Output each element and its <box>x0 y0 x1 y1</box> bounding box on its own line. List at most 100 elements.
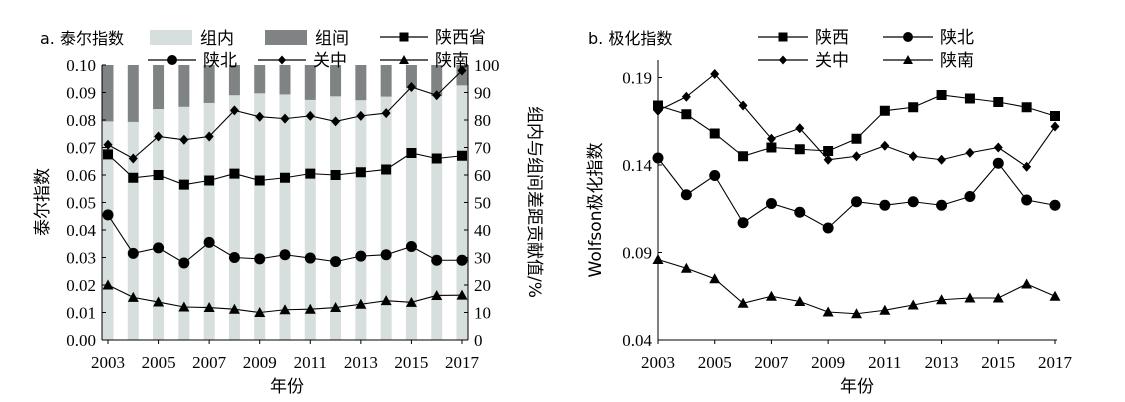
panel-a-title: a. 泰尔指数 <box>40 29 124 48</box>
panel-a: a. 泰尔指数 0.00 0.01 0.02 0.03 0.04 0.05 0.06 0.07… <box>33 28 544 397</box>
data-point <box>153 170 164 180</box>
bar-within <box>228 95 240 340</box>
bar-between <box>254 65 266 94</box>
legend-label: 陕西 <box>815 28 849 48</box>
y-tick-label: 0.10 <box>66 56 96 75</box>
data-point <box>330 256 342 268</box>
y-tick-label: 0.09 <box>622 244 652 263</box>
y-tick-label: 0.14 <box>622 156 652 175</box>
bar-between <box>330 65 342 97</box>
legend-label: 陕南 <box>435 51 469 71</box>
data-point <box>304 252 316 264</box>
y-tick-label: 0.07 <box>66 139 96 158</box>
data-point <box>766 133 776 144</box>
bar-between <box>380 65 392 97</box>
data-point <box>381 164 392 175</box>
bar-between <box>405 65 417 89</box>
bar-within <box>405 88 417 340</box>
panel-a-y2-ticks: 0 10 20 30 40 50 60 70 80 90 100 <box>464 56 500 350</box>
data-point <box>879 304 891 315</box>
data-point <box>305 168 316 179</box>
x-tick-label: 2005 <box>698 353 732 372</box>
data-point <box>1021 102 1032 113</box>
data-point <box>380 249 392 261</box>
bar-between <box>127 65 139 122</box>
data-point <box>457 150 467 161</box>
y2-tick-label: 30 <box>474 249 491 268</box>
data-point <box>304 303 316 314</box>
data-point <box>993 97 1004 107</box>
data-point <box>279 249 291 261</box>
bar-within <box>127 121 139 340</box>
data-point <box>851 196 862 208</box>
data-point <box>330 302 342 313</box>
data-point <box>936 294 948 305</box>
panel-b-title: b. 极化指数 <box>588 29 672 48</box>
data-point <box>254 175 265 186</box>
y-tick-label: 0.19 <box>622 69 652 88</box>
y-tick-label: 0.01 <box>66 304 96 323</box>
data-point <box>766 142 777 153</box>
data-point <box>203 302 215 313</box>
legend-marker <box>903 55 913 65</box>
panel-a-x-label: 年份 <box>270 377 304 397</box>
legend-marker <box>778 55 788 65</box>
x-tick-label: 2003 <box>91 353 125 372</box>
data-point <box>737 217 749 229</box>
data-point <box>851 308 862 319</box>
panel-b-x-label: 年份 <box>840 377 874 397</box>
data-point <box>937 154 947 165</box>
data-point <box>128 172 139 183</box>
data-point <box>1021 194 1033 206</box>
legend-marker <box>277 55 287 65</box>
data-point <box>381 108 391 119</box>
data-point <box>936 199 948 211</box>
panel-b-lines <box>652 69 1061 319</box>
x-tick-label: 2017 <box>1038 353 1073 372</box>
data-point <box>330 170 341 180</box>
data-point <box>795 123 805 134</box>
data-point <box>879 199 891 211</box>
data-point <box>405 296 417 307</box>
data-point <box>852 151 861 162</box>
data-point <box>765 290 777 301</box>
y-tick-label: 0.03 <box>66 249 96 268</box>
data-point <box>178 179 189 190</box>
data-point <box>879 105 890 116</box>
panel-b-y-label: Wolfson极化指数 <box>586 143 606 278</box>
data-point <box>406 148 417 158</box>
data-point <box>355 250 367 262</box>
y2-tick-label: 60 <box>474 166 491 185</box>
x-tick-label: 2015 <box>394 353 428 372</box>
data-point <box>880 140 890 151</box>
data-point <box>405 241 417 252</box>
data-point <box>992 157 1004 169</box>
bar-within <box>330 96 342 340</box>
data-point <box>103 149 113 160</box>
data-point <box>822 222 834 234</box>
bar-between <box>178 65 190 107</box>
legend-label: 陕北 <box>940 28 974 48</box>
data-point <box>456 289 468 300</box>
legend-marker <box>399 32 409 42</box>
data-point <box>1049 290 1061 301</box>
y2-tick-label: 40 <box>474 221 491 240</box>
data-point <box>279 304 291 315</box>
legend-label: 关中 <box>815 51 849 71</box>
data-point <box>406 82 416 92</box>
x-tick-label: 2011 <box>868 353 901 372</box>
y2-tick-label: 80 <box>474 111 491 130</box>
data-point <box>709 170 721 181</box>
x-tick-label: 2003 <box>641 353 675 372</box>
data-point <box>254 253 266 265</box>
data-point <box>964 93 975 104</box>
legend-swatch <box>150 30 192 45</box>
legend-label: 组间 <box>315 29 349 49</box>
data-point <box>127 247 139 259</box>
data-point <box>993 142 1003 153</box>
data-point <box>1050 111 1060 121</box>
series-line <box>657 157 1056 229</box>
legend-marker <box>399 55 409 65</box>
data-point <box>127 291 139 302</box>
